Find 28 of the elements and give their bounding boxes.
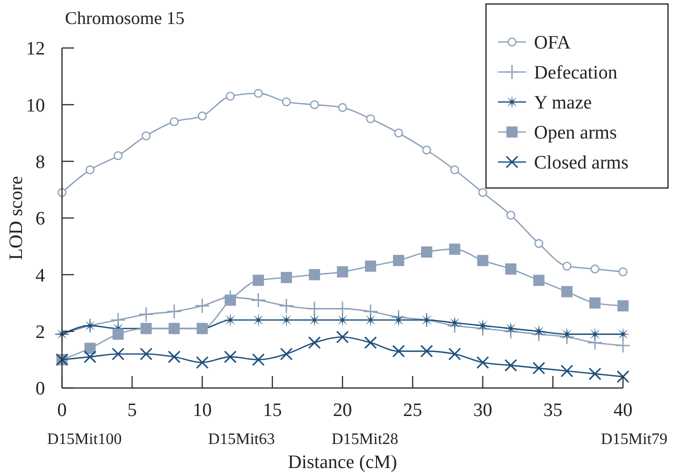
y-tick-label: 6 [36, 208, 45, 230]
legend-label: Defecation [534, 62, 618, 84]
text: D15Mit63 [208, 431, 275, 448]
x-tick-label: 30 [473, 400, 492, 421]
legend-label: Open arms [534, 122, 617, 144]
y-tick-label: 10 [26, 95, 45, 116]
x-tick-label: 25 [403, 400, 422, 421]
x-tick-label: 20 [333, 400, 352, 421]
x-axis-title: Distance (cM) [288, 452, 398, 473]
y-axis-title: LOD score [6, 176, 27, 260]
y-tick-label: 4 [36, 265, 46, 286]
x-tick-label: 15 [262, 400, 282, 421]
legend-label: OFA [534, 32, 571, 54]
x-tick-label: 5 [127, 400, 137, 421]
x-tick-label: 35 [543, 400, 562, 421]
chart-title: Chromosome 15 [65, 8, 184, 28]
x-tick-label: 40 [614, 400, 632, 421]
text: D15Mit28 [332, 431, 398, 448]
y-tick-label: 12 [26, 38, 45, 60]
y-tick-label: 0 [36, 378, 45, 400]
legend-label: Y maze [534, 92, 592, 114]
x-tick-label: 10 [192, 400, 212, 421]
y-tick-label: 8 [36, 152, 45, 173]
text: D15Mit100 [47, 431, 122, 448]
legend-label: Closed arms [534, 152, 628, 174]
text: D15Mit79 [600, 431, 668, 448]
x-tick-label: 0 [57, 400, 67, 421]
y-tick-label: 2 [36, 322, 45, 343]
